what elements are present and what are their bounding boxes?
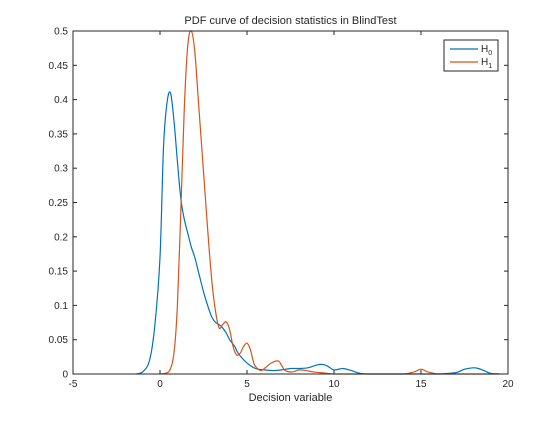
y-tick-label: 0 [62, 370, 68, 381]
series-layer [135, 30, 500, 375]
chart-title: PDF curve of decision statistics in Blin… [184, 15, 396, 27]
y-tick-label: 0.5 [54, 27, 68, 38]
x-axis-label: Decision variable [249, 392, 333, 404]
x-tick-label: 20 [502, 379, 514, 390]
series-line-h1 [159, 30, 500, 375]
y-tick-label: 0.25 [49, 198, 69, 209]
y-tick-label: 0.45 [49, 61, 69, 72]
x-tick-label: 5 [244, 379, 250, 390]
x-tick-label: 0 [157, 379, 163, 390]
legend-label-h0: H0 [481, 44, 492, 57]
series-line-h0 [135, 91, 500, 375]
x-tick-label: 10 [328, 379, 340, 390]
legend-label-h1: H1 [481, 57, 492, 70]
y-tick-label: 0.1 [54, 301, 68, 312]
x-tick-label: -5 [69, 379, 78, 390]
plot-area-frame [72, 30, 509, 375]
y-tick-label: 0.4 [54, 95, 68, 106]
y-tick-label: 0.35 [49, 129, 69, 140]
y-tick-label: 0.2 [54, 232, 68, 243]
x-tick-label: 15 [415, 379, 427, 390]
y-tick-label: 0.05 [49, 335, 69, 346]
ticks-layer: -5 0 5 10 15 2000.050.10.150.20.250.30.350.40… [49, 27, 514, 391]
y-tick-label: 0.15 [49, 267, 69, 278]
legend-box [443, 39, 499, 72]
y-tick-label: 0.3 [54, 164, 68, 175]
